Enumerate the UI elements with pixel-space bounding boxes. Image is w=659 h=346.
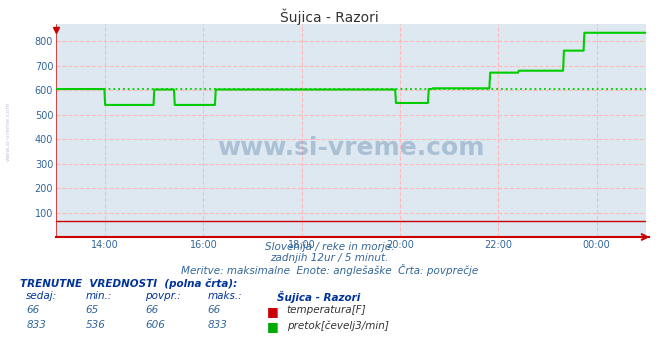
- Text: 536: 536: [86, 320, 105, 330]
- Text: maks.:: maks.:: [208, 291, 243, 301]
- Text: Meritve: maksimalne  Enote: anglešaške  Črta: povprečje: Meritve: maksimalne Enote: anglešaške Čr…: [181, 264, 478, 276]
- Text: sedaj:: sedaj:: [26, 291, 57, 301]
- Text: www.si-vreme.com: www.si-vreme.com: [217, 136, 484, 160]
- Text: www.si-vreme.com: www.si-vreme.com: [5, 102, 11, 161]
- Text: ■: ■: [267, 305, 279, 318]
- Text: TRENUTNE  VREDNOSTI  (polna črta):: TRENUTNE VREDNOSTI (polna črta):: [20, 279, 237, 289]
- Text: 66: 66: [26, 305, 40, 315]
- Text: Slovenija / reke in morje.: Slovenija / reke in morje.: [265, 242, 394, 252]
- Text: ■: ■: [267, 320, 279, 333]
- Text: 833: 833: [208, 320, 227, 330]
- Text: 833: 833: [26, 320, 46, 330]
- Text: temperatura[F]: temperatura[F]: [287, 305, 366, 315]
- Text: pretok[čevelj3/min]: pretok[čevelj3/min]: [287, 320, 389, 330]
- Text: 606: 606: [145, 320, 165, 330]
- Text: Šujica - Razori: Šujica - Razori: [277, 291, 360, 303]
- Text: 66: 66: [145, 305, 158, 315]
- Text: povpr.:: povpr.:: [145, 291, 181, 301]
- Text: Šujica - Razori: Šujica - Razori: [280, 9, 379, 25]
- Text: min.:: min.:: [86, 291, 112, 301]
- Text: zadnjih 12ur / 5 minut.: zadnjih 12ur / 5 minut.: [270, 253, 389, 263]
- Text: 66: 66: [208, 305, 221, 315]
- Text: 65: 65: [86, 305, 99, 315]
